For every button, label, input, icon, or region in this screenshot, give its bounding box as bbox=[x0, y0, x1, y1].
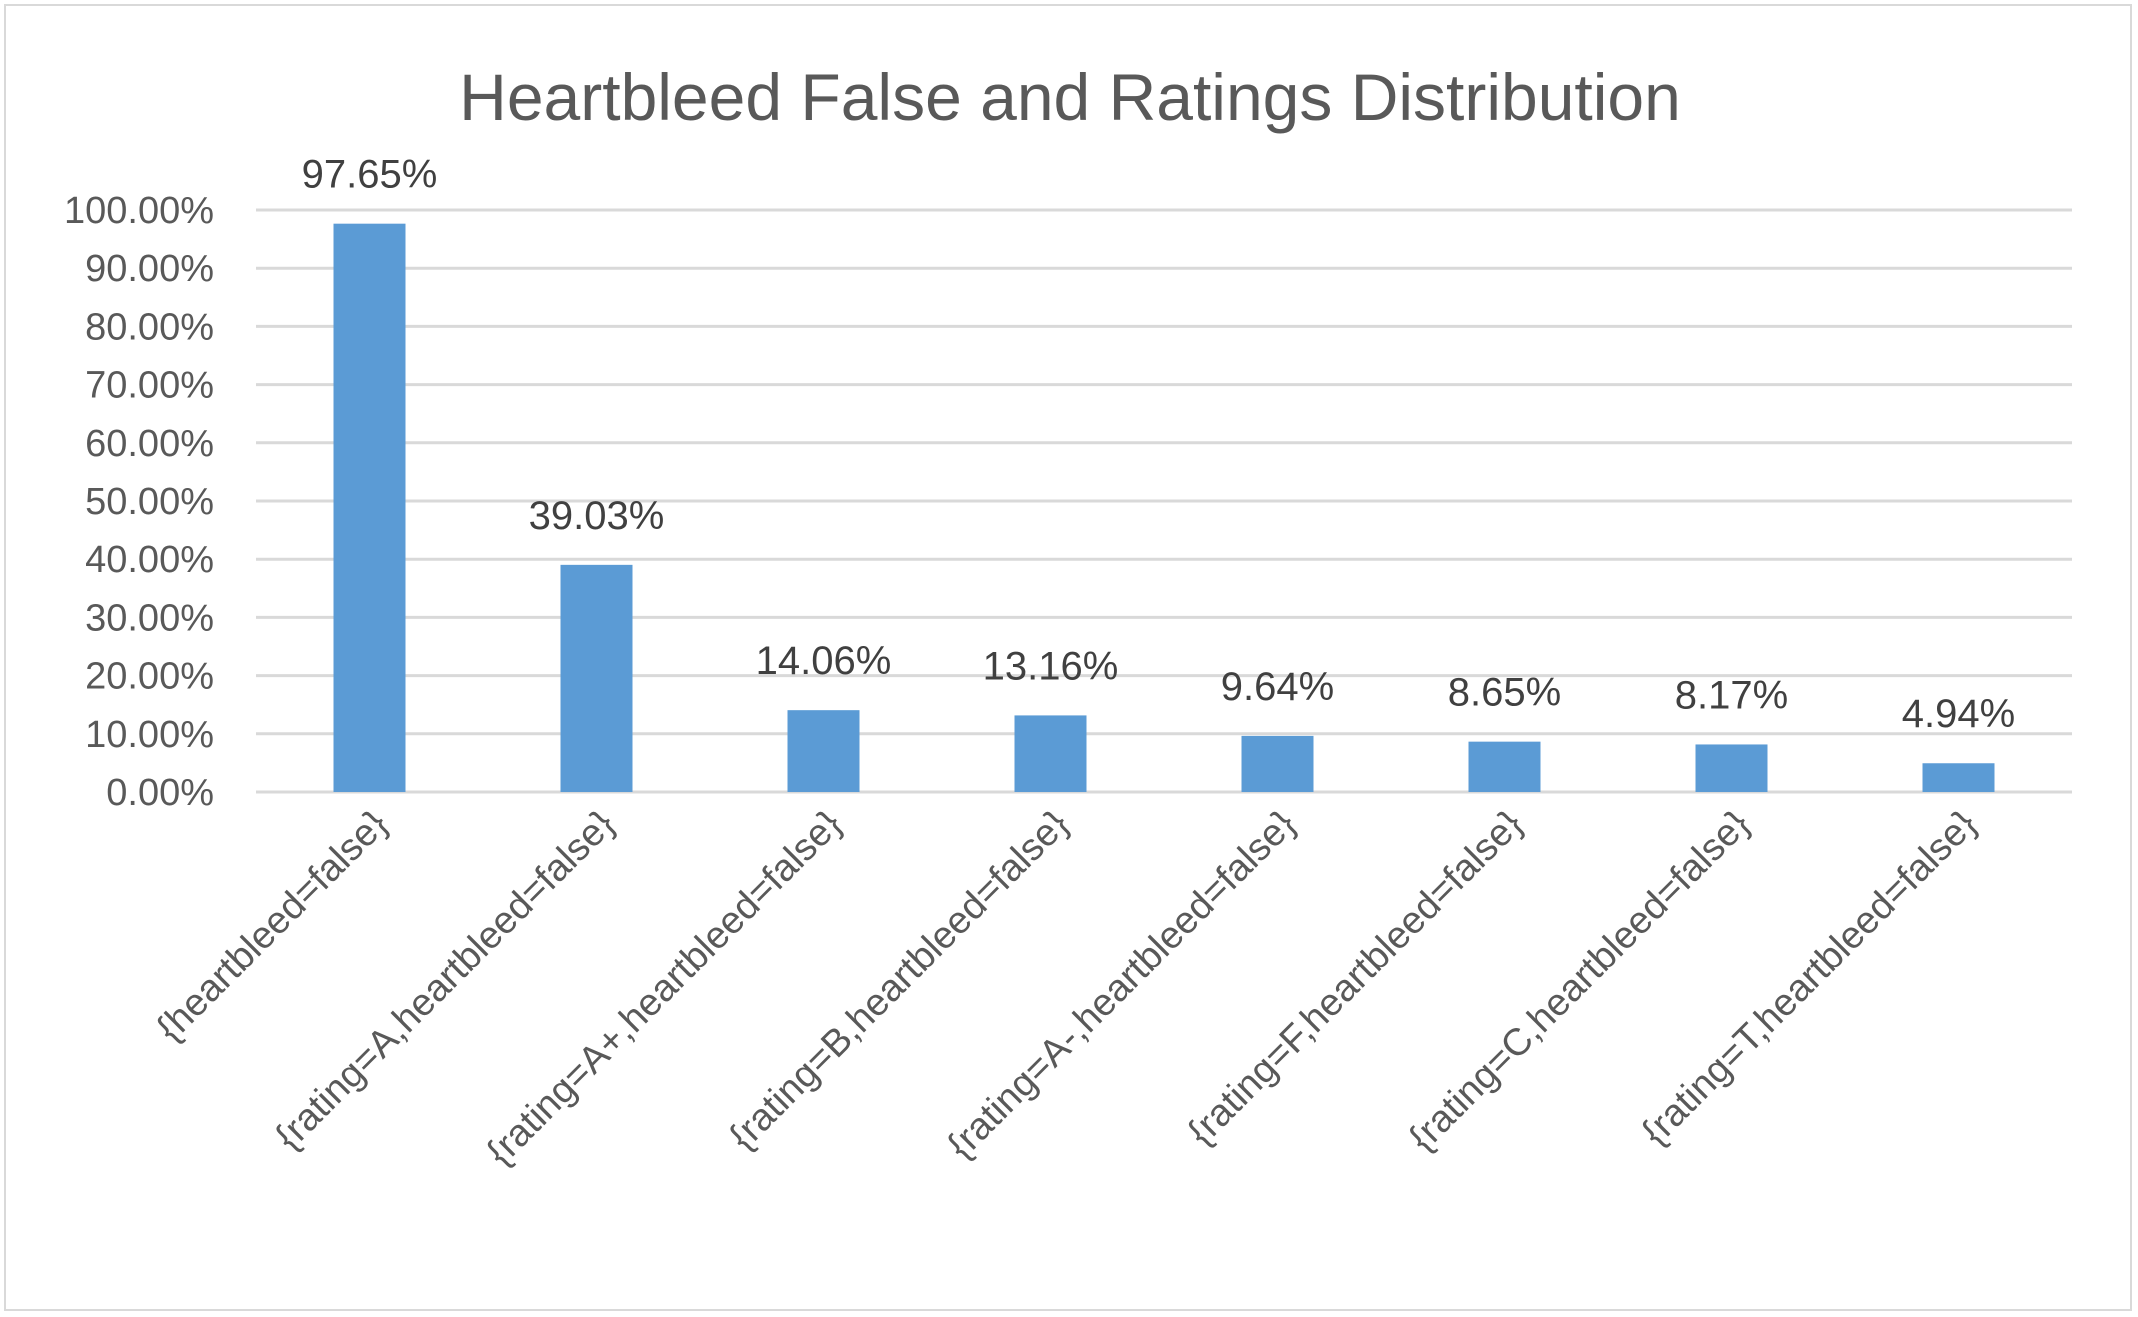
bar bbox=[1922, 763, 1995, 792]
y-tick-label: 60.00% bbox=[85, 423, 214, 465]
data-label: 97.65% bbox=[302, 153, 438, 197]
y-tick-label: 0.00% bbox=[106, 772, 214, 814]
data-label: 14.06% bbox=[756, 639, 892, 683]
bar bbox=[1014, 715, 1087, 792]
chart-title: Heartbleed False and Ratings Distributio… bbox=[459, 60, 1681, 134]
y-tick-label: 10.00% bbox=[85, 714, 214, 756]
y-tick-label: 30.00% bbox=[85, 597, 214, 639]
y-tick-label: 50.00% bbox=[85, 481, 214, 523]
bar bbox=[787, 710, 860, 792]
bar bbox=[333, 223, 406, 792]
bar bbox=[560, 564, 633, 792]
data-labels: 97.65% 39.03% 14.06% 13.16% 9.64% 8.65% 8.17% 4… bbox=[302, 153, 2016, 737]
data-label: 8.17% bbox=[1675, 673, 1788, 717]
data-label: 8.65% bbox=[1448, 671, 1561, 715]
x-category-label: {rating=A+,heartbleed=false} bbox=[479, 803, 850, 1174]
y-tick-label: 70.00% bbox=[85, 365, 214, 407]
y-axis-tick-labels: 0.00% 10.00% 20.00% 30.00% 40.00% 50.00% 60.00… bbox=[64, 190, 214, 814]
data-label: 9.64% bbox=[1221, 665, 1334, 709]
data-label: 39.03% bbox=[529, 494, 665, 538]
x-axis-category-labels: {heartbleed=false}{rating=A,heartbleed=f… bbox=[149, 803, 1985, 1174]
bar bbox=[1695, 744, 1768, 792]
y-tick-label: 100.00% bbox=[64, 190, 214, 232]
x-category-label: {heartbleed=false} bbox=[149, 803, 396, 1050]
y-tick-label: 90.00% bbox=[85, 248, 214, 290]
y-tick-label: 40.00% bbox=[85, 539, 214, 581]
bars bbox=[333, 223, 1995, 792]
gridlines bbox=[256, 208, 2072, 794]
bar bbox=[1241, 735, 1314, 792]
y-tick-label: 80.00% bbox=[85, 306, 214, 348]
bar bbox=[1468, 741, 1541, 792]
data-label: 4.94% bbox=[1902, 692, 2015, 736]
data-label: 13.16% bbox=[983, 644, 1119, 688]
y-tick-label: 20.00% bbox=[85, 656, 214, 698]
